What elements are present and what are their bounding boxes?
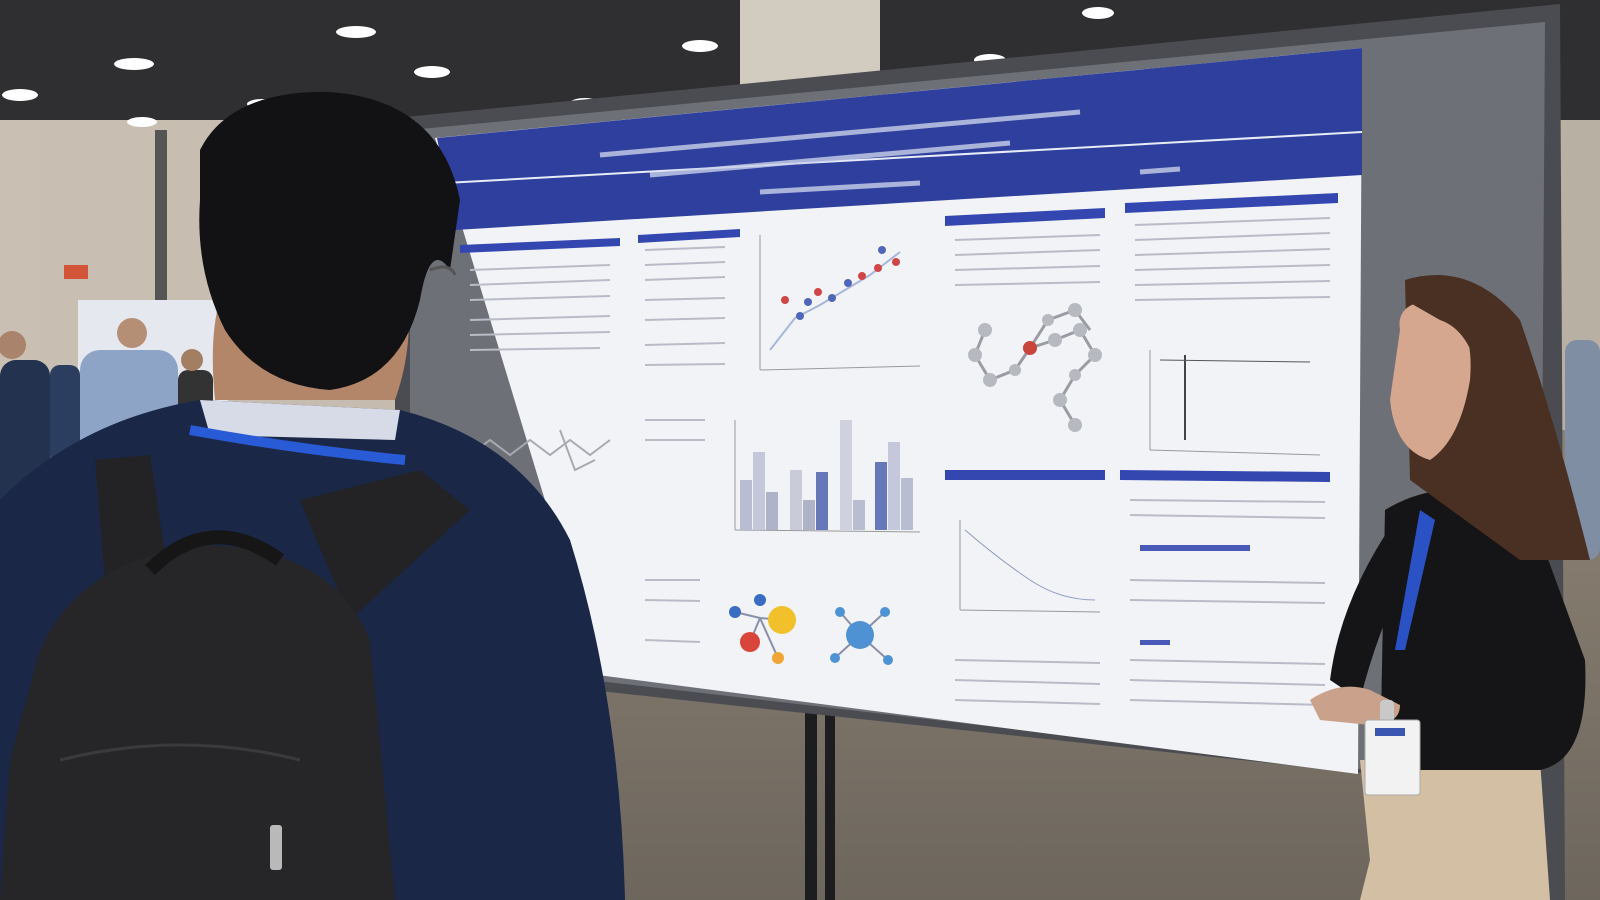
header-text-blur — [599, 109, 1181, 195]
left-molecule — [469, 429, 611, 472]
presenter — [1310, 275, 1590, 900]
network-figure — [729, 594, 893, 665]
exit-sign — [64, 265, 88, 279]
board-leg — [825, 700, 835, 900]
molecule-figure — [968, 303, 1102, 432]
section-headers — [460, 193, 1338, 482]
bar-figure — [734, 420, 921, 533]
body-text-blur — [469, 217, 1331, 706]
header-rule — [444, 131, 1363, 184]
scatter-figure — [759, 235, 921, 371]
column — [155, 130, 167, 310]
right-plots — [959, 350, 1321, 645]
visitor — [0, 91, 625, 900]
poster — [435, 48, 1362, 774]
board-leg — [805, 700, 817, 900]
poster-header — [437, 48, 1362, 230]
